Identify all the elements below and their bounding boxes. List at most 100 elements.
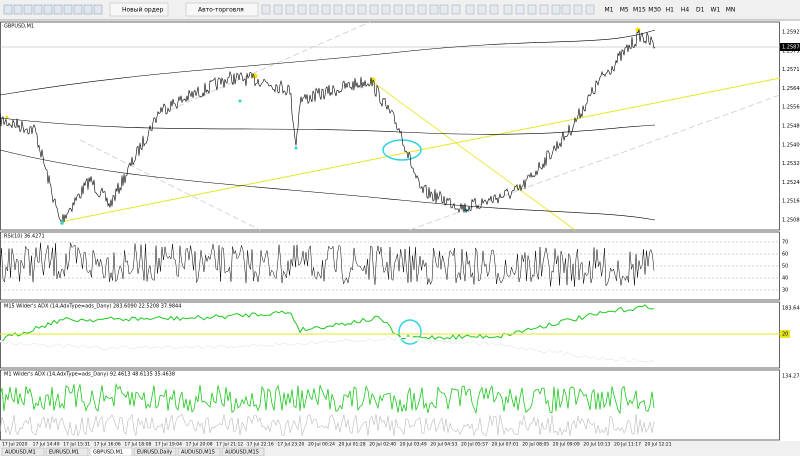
- time-label: 17 Jul 14:49: [33, 442, 60, 448]
- timeframe-button[interactable]: M5: [620, 7, 629, 14]
- chart-tab-label: AUDUSD,M1: [5, 450, 36, 456]
- indicator-lines: [0, 29, 656, 437]
- time-label: 20 Jul 12:21: [645, 442, 672, 448]
- level-label: 20: [782, 332, 788, 338]
- time-label: 17 Jul 16:06: [94, 442, 121, 448]
- chart-bg: [0, 21, 800, 441]
- tool-icon[interactable]: [53, 4, 63, 15]
- timeframe-button[interactable]: MN: [726, 7, 736, 14]
- scale-label: 1.25080: [782, 218, 800, 224]
- tool-icon[interactable]: [489, 4, 499, 15]
- tool-icon[interactable]: [381, 4, 391, 15]
- timeframe-button[interactable]: M1: [605, 7, 614, 14]
- tool-icon[interactable]: [551, 4, 561, 15]
- toolbar-icons: [3, 4, 595, 15]
- time-label: 20 Jul 10:13: [583, 442, 610, 448]
- tool-icon[interactable]: [503, 4, 513, 15]
- tool-icon[interactable]: [83, 4, 93, 15]
- scale-label: 183.6466: [782, 306, 800, 312]
- tool-icon[interactable]: [285, 4, 295, 15]
- timeframe-button[interactable]: D1: [696, 7, 705, 14]
- time-label: 17 Jul 22:16: [247, 442, 274, 448]
- tool-icon[interactable]: [63, 4, 73, 15]
- scale-label: 1.25715: [782, 67, 800, 73]
- timeframe-button[interactable]: W1: [711, 7, 721, 14]
- tool-icon[interactable]: [561, 4, 571, 15]
- tool-icon[interactable]: [539, 4, 549, 15]
- main-drawings: [0, 21, 781, 345]
- tool-icon[interactable]: [13, 4, 23, 15]
- timeframe-button[interactable]: H4: [681, 7, 690, 14]
- timeframe-button[interactable]: H1: [666, 7, 675, 14]
- timeframe-button[interactable]: M30: [648, 7, 661, 14]
- tool-icon[interactable]: [345, 4, 355, 15]
- time-label: 17 Jul 21:12: [216, 442, 243, 448]
- indicator-line: [0, 382, 655, 415]
- tool-icon[interactable]: [369, 4, 379, 15]
- toolbar-text: Новый ордер Авто-торговля M1 M5 M15 M30 H1 H4 D1…: [109, 2, 736, 17]
- time-label: 17 Jul 19:04: [155, 442, 182, 448]
- chart-tab-label: AUDUSD,M15: [225, 450, 259, 456]
- tool-icon[interactable]: [465, 4, 475, 15]
- tool-icon[interactable]: [477, 4, 487, 15]
- tool-icon[interactable]: [321, 4, 331, 15]
- time-label: 20 Jul 03:49: [400, 442, 427, 448]
- scale-label: 40: [782, 276, 788, 282]
- tool-icon[interactable]: [439, 4, 449, 15]
- tool-icon[interactable]: [3, 4, 13, 15]
- toolbar-button[interactable]: [185, 2, 259, 17]
- time-label: 17 Jul 18:08: [124, 442, 151, 448]
- tool-icon[interactable]: [333, 4, 343, 15]
- chart-tab-label: EURUSD,Daily: [137, 450, 172, 456]
- window-title: M1 Wilder's ADX (14,AdxType=ads_Dany) 92…: [4, 372, 175, 378]
- tool-icon[interactable]: [273, 4, 283, 15]
- tool-icon[interactable]: [429, 4, 439, 15]
- tool-icon[interactable]: [93, 4, 103, 15]
- time-label: 20 Jul 09:09: [553, 442, 580, 448]
- time-label: 20 Jul 07:01: [492, 442, 519, 448]
- window-title: RSI(10) 36.4271: [4, 234, 45, 240]
- tool-icon[interactable]: [43, 4, 53, 15]
- scale-label: 1.25560: [782, 105, 800, 111]
- time-label: 17 Jul 23:20: [277, 442, 304, 448]
- scale-label: 1.25640: [782, 86, 800, 92]
- tool-icon[interactable]: [357, 4, 367, 15]
- time-label: 20 Jul 02:40: [369, 442, 396, 448]
- scale-label: 1.25400: [782, 142, 800, 148]
- scale-label: 1.25480: [782, 124, 800, 130]
- scale-label: 50: [782, 264, 788, 270]
- tool-icon[interactable]: [405, 4, 415, 15]
- scale-label: 1.25240: [782, 180, 800, 186]
- scale-label: 1.25925: [782, 30, 800, 36]
- tool-icon[interactable]: [451, 4, 461, 15]
- toolbar-button[interactable]: [109, 2, 169, 17]
- level-box: [780, 330, 790, 338]
- scale-label: 70: [782, 240, 788, 246]
- scale-label: 134.2745: [782, 374, 800, 380]
- scale-label: 1.25795: [782, 48, 800, 54]
- tool-icon[interactable]: [73, 4, 83, 15]
- scale-label: 30: [782, 288, 788, 294]
- tool-icon[interactable]: [393, 4, 403, 15]
- tool-icon[interactable]: [417, 4, 427, 15]
- time-label: 20 Jul 08:05: [522, 442, 549, 448]
- tool-icon[interactable]: [515, 4, 525, 15]
- tool-icon[interactable]: [297, 4, 307, 15]
- tool-icon[interactable]: [585, 4, 595, 15]
- tool-icon[interactable]: [573, 4, 583, 15]
- tool-icon[interactable]: [527, 4, 537, 15]
- toolbar-button-label: Новый ордер: [122, 7, 164, 14]
- time-label: 17 Jul 15:31: [63, 442, 90, 448]
- tool-icon[interactable]: [309, 4, 319, 15]
- indicator-line: [0, 336, 655, 363]
- tool-icon[interactable]: [33, 4, 43, 15]
- time-label: 20 Jul 05:57: [461, 442, 488, 448]
- indicator-line: [0, 29, 656, 223]
- time-label: 17 Jul 2020: [2, 442, 28, 448]
- scale-label: 1.25320: [782, 161, 800, 167]
- tool-icon[interactable]: [23, 4, 33, 15]
- tool-icon[interactable]: [261, 4, 271, 15]
- timeframe-button[interactable]: M15: [633, 7, 646, 14]
- current-price-box: [780, 43, 800, 51]
